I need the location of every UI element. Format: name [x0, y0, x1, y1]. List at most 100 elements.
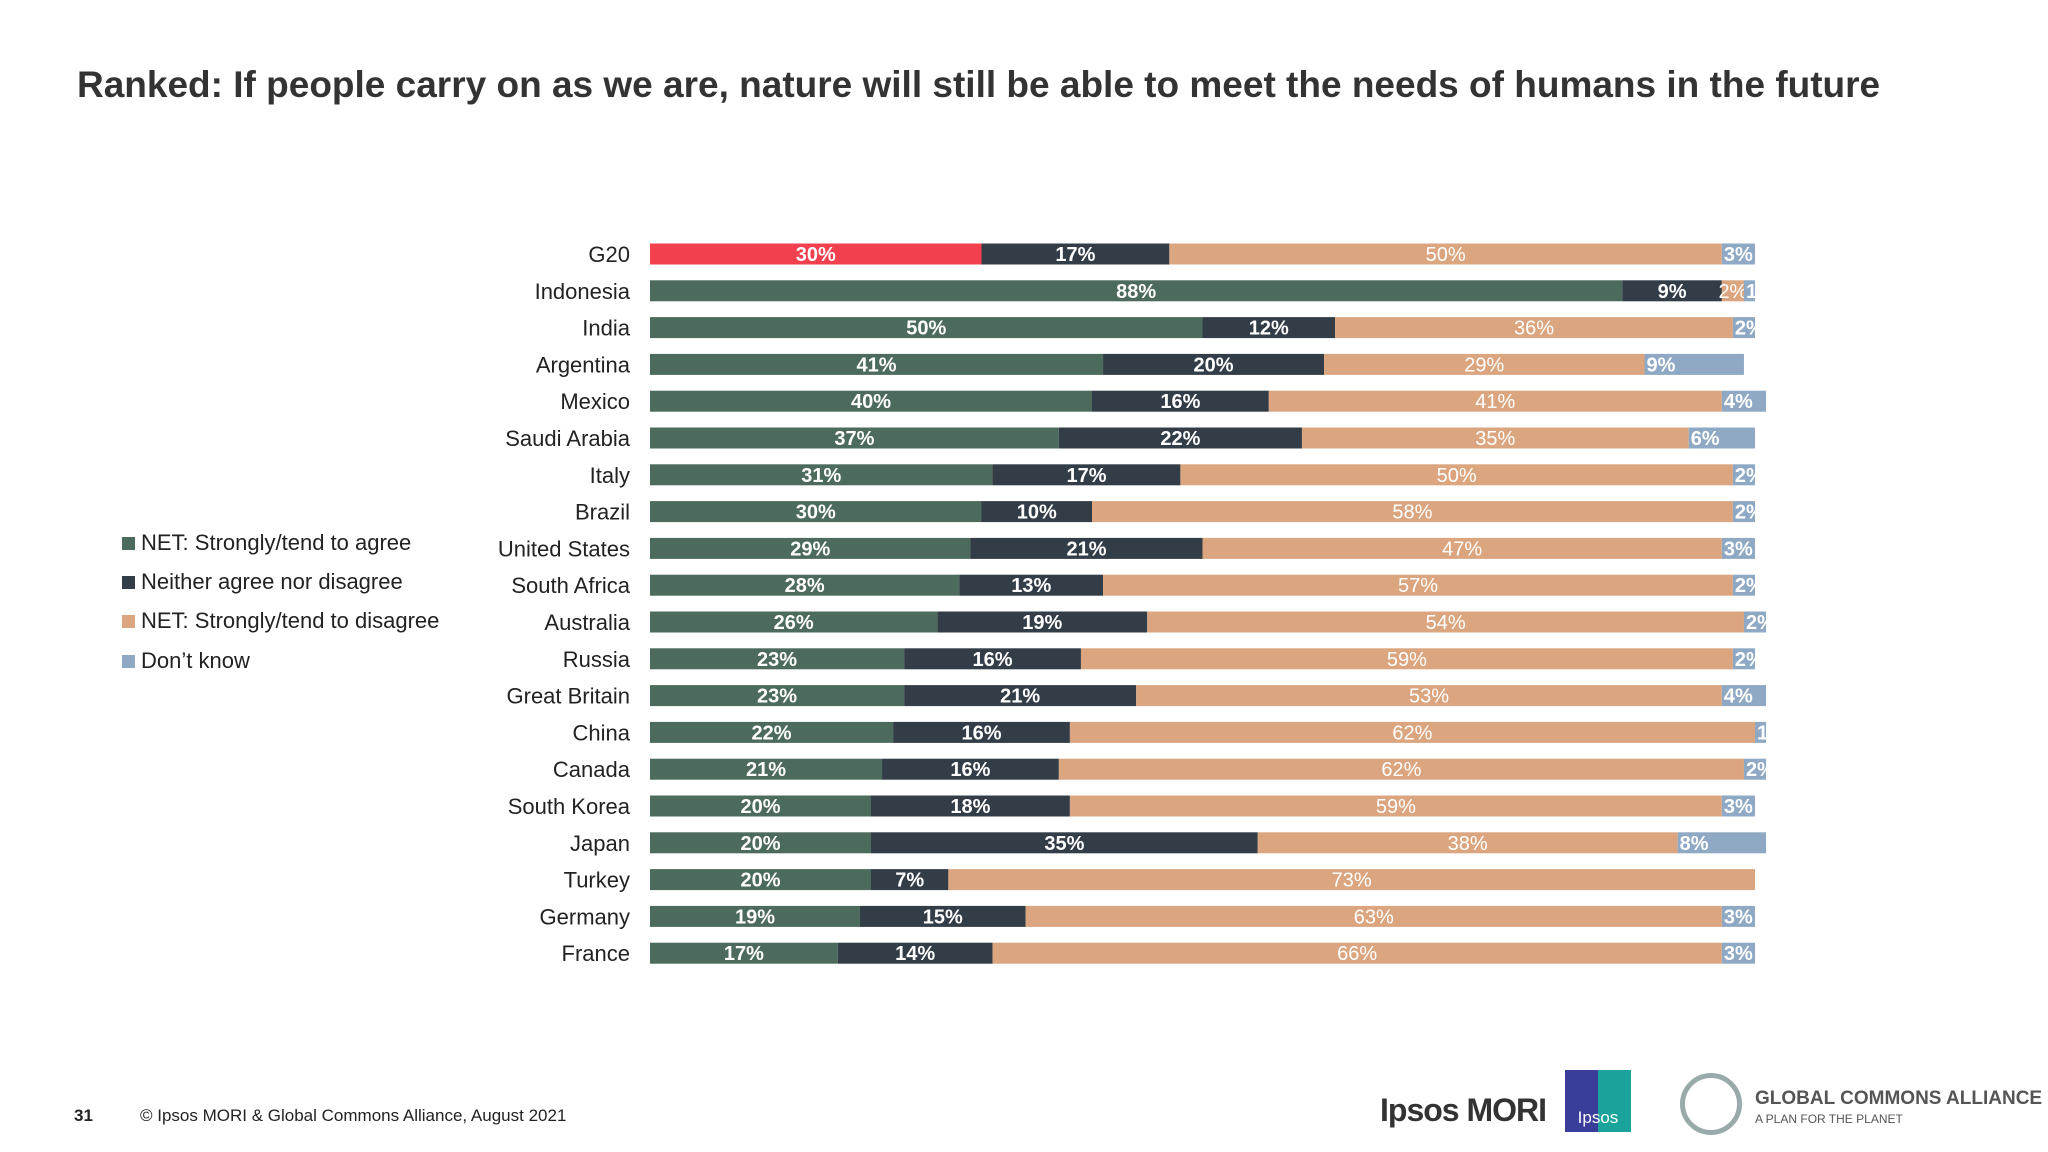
data-label: 19%	[1022, 612, 1062, 634]
bar-segment	[871, 832, 1258, 854]
data-label: 66%	[1337, 943, 1377, 965]
data-label: 20%	[740, 833, 780, 855]
category-label: India	[582, 316, 630, 341]
bar-segment	[1622, 280, 1722, 302]
bar-segment	[650, 685, 905, 707]
data-label: 1%	[1746, 281, 1775, 303]
category-label: France	[562, 941, 630, 966]
data-label: 53%	[1409, 686, 1449, 708]
data-label: 37%	[834, 428, 874, 450]
category-label: Great Britain	[507, 684, 631, 709]
bar-segment	[1169, 243, 1722, 265]
data-label: 29%	[790, 538, 830, 560]
bar-segment	[650, 427, 1059, 449]
copyright: © Ipsos MORI & Global Commons Alliance, …	[140, 1106, 567, 1125]
bar-segment	[1092, 501, 1733, 523]
bar-segment	[1080, 648, 1733, 670]
legend-item: NET: Strongly/tend to agree	[122, 530, 411, 556]
bar-segment	[650, 317, 1203, 339]
bar-segment	[650, 721, 894, 743]
bar-segment	[981, 501, 1092, 523]
bar-segment	[1721, 905, 1755, 927]
data-label: 10%	[1017, 502, 1057, 524]
data-label: 62%	[1381, 759, 1421, 781]
category-label: Mexico	[560, 389, 630, 414]
data-label: 41%	[857, 354, 897, 376]
data-label: 16%	[973, 649, 1013, 671]
data-label: 38%	[1448, 833, 1488, 855]
data-label: 29%	[1464, 354, 1504, 376]
data-label: 30%	[796, 244, 836, 266]
data-label: 16%	[1160, 391, 1200, 413]
data-label: 9%	[1647, 354, 1676, 376]
data-label: 17%	[1055, 244, 1095, 266]
bar-segment	[1721, 280, 1744, 302]
legend-label: Neither agree nor disagree	[141, 569, 403, 594]
bar-segment	[1147, 611, 1744, 633]
bar-segment	[1721, 942, 1755, 964]
category-label: G20	[588, 242, 630, 267]
bar-segment	[1721, 390, 1767, 412]
data-label: 2%	[1735, 465, 1764, 487]
bar-segment	[650, 795, 871, 817]
bar-segment	[1202, 537, 1722, 559]
bar-segment	[1025, 905, 1722, 927]
category-label: Japan	[570, 831, 630, 856]
bar-segment	[650, 501, 982, 523]
data-label: 1%	[1757, 722, 1786, 744]
bar-segment	[650, 390, 1092, 412]
data-label: 3%	[1724, 796, 1753, 818]
bar-segment	[1721, 795, 1755, 817]
category-label: Brazil	[575, 500, 630, 525]
data-label: 19%	[735, 906, 775, 928]
bar-segment	[1743, 611, 1767, 633]
data-label: 2%	[1735, 649, 1764, 671]
data-label: 12%	[1249, 318, 1289, 340]
data-label: 31%	[801, 465, 841, 487]
data-label: 35%	[1475, 428, 1515, 450]
category-label: Saudi Arabia	[505, 426, 631, 451]
bar-segment	[650, 464, 993, 486]
data-label: 23%	[757, 649, 797, 671]
category-label: Canada	[553, 757, 631, 782]
bar-segment	[650, 280, 1623, 302]
data-label: 3%	[1724, 943, 1753, 965]
legend-swatch	[122, 575, 135, 589]
bar-segment	[1069, 795, 1722, 817]
bar-segment	[893, 721, 1070, 743]
data-label: 2%	[1735, 318, 1764, 340]
data-label: 20%	[1194, 354, 1234, 376]
legend-swatch	[122, 614, 135, 628]
bar-segment	[837, 942, 993, 964]
data-label: 73%	[1332, 870, 1372, 892]
data-label: 2%	[1746, 759, 1775, 781]
gca-ring-icon	[1680, 1073, 1742, 1135]
data-label: 50%	[906, 318, 946, 340]
legend-item: NET: Strongly/tend to disagree	[122, 608, 439, 634]
legend-item: Don’t know	[122, 648, 250, 674]
bar-segment	[1058, 427, 1302, 449]
bar-segment	[1301, 427, 1689, 449]
data-label: 62%	[1392, 722, 1432, 744]
data-label: 23%	[757, 686, 797, 708]
bar-segment	[1688, 427, 1755, 449]
data-label: 26%	[774, 612, 814, 634]
category-label: Argentina	[536, 352, 631, 377]
data-label: 2%	[1746, 612, 1775, 634]
data-label: 20%	[740, 870, 780, 892]
data-label: 20%	[740, 796, 780, 818]
data-label: 50%	[1426, 244, 1466, 266]
bar-segment	[859, 905, 1026, 927]
bar-segment	[1335, 317, 1733, 339]
bar-segment	[882, 758, 1059, 780]
category-label: Russia	[563, 647, 631, 672]
bar-segment	[1058, 758, 1744, 780]
bar-segment	[1743, 758, 1767, 780]
bar-segment	[1677, 832, 1767, 854]
data-label: 40%	[851, 391, 891, 413]
data-label: 22%	[1160, 428, 1200, 450]
bar-segment	[871, 795, 1070, 817]
bar-segment	[650, 243, 982, 265]
data-label: 16%	[950, 759, 990, 781]
data-label: 59%	[1387, 649, 1427, 671]
